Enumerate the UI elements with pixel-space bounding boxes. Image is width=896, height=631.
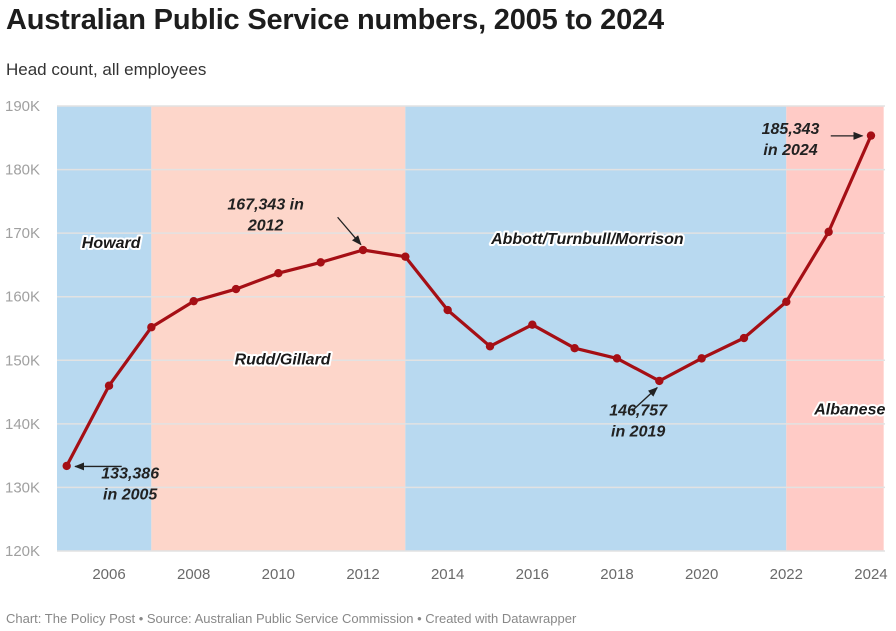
data-point [401,252,410,261]
data-point [485,342,495,351]
y-tick-label: 190K [5,98,40,115]
x-tick-label: 2006 [92,566,125,583]
data-point [358,245,368,255]
chart-footer: Chart: The Policy Post • Source: Austral… [6,611,577,626]
y-tick-label: 130K [5,479,40,496]
annotation-label: 133,386 [101,466,159,483]
annotation-label: 185,343 [762,121,820,138]
x-tick-label: 2024 [854,566,887,583]
series-group [62,131,876,471]
data-point [189,296,198,306]
y-axis: 120K 130K 140K 150K 160K 170K 180K 190K [5,98,40,560]
x-tick-label: 2012 [346,566,379,583]
band-albanese [786,106,884,551]
data-point [655,376,664,386]
y-tick-label: 140K [5,416,40,433]
data-point [147,323,156,332]
band-label: Abbott/Turnbull/Morrison [490,231,684,248]
data-point [697,354,706,363]
x-tick-label: 2018 [600,566,633,583]
x-tick-label: 2008 [177,566,210,583]
x-tick-label: 2016 [516,566,549,583]
band-howard [57,106,152,551]
data-point [274,268,283,278]
data-point [782,297,791,306]
chart-subtitle: Head count, all employees [6,60,207,79]
annotation-label: 167,343 in [227,197,304,214]
annotations: 133,386 in 2005 167,343 in 2012 146,757 in 20… [74,121,864,504]
data-point [528,320,537,329]
y-tick-label: 170K [5,225,40,242]
annotation-label: 146,757 [609,403,668,420]
data-point [824,227,833,237]
y-tick-label: 150K [5,352,40,369]
chart-title: Australian Public Service numbers, 2005 … [6,4,664,36]
data-point [443,305,452,315]
band-rudd-gillard [151,106,406,551]
y-tick-label: 180K [5,162,40,179]
annotation-label: in 2024 [763,142,817,159]
data-point [62,461,71,471]
data-point [866,131,876,140]
band-label: Howard [82,235,142,252]
x-tick-label: 2022 [770,566,803,583]
data-point [316,258,325,267]
y-tick-label: 160K [5,289,40,306]
band-label: Albanese [813,401,885,418]
annotation-label: in 2005 [103,487,158,504]
data-point [612,354,622,363]
series-line [65,134,873,468]
data-point [104,381,114,390]
x-tick-label: 2010 [262,566,295,583]
annotation-label: 2012 [247,218,284,235]
data-point [231,284,241,294]
x-axis: 2006 2008 2010 2012 2014 2016 2018 2020 2022 2024 [92,566,887,583]
x-tick-label: 2020 [685,566,718,583]
y-tick-label: 120K [5,543,40,560]
band-label: Rudd/Gillard [235,352,332,369]
annotation-arrow [631,386,658,412]
band-labels: Howard Rudd/Gillard Abbott/Turnbull/Morris… [80,229,888,420]
data-point [739,333,749,343]
gridlines [57,105,885,552]
annotation-arrow [337,216,362,246]
x-tick-label: 2014 [431,566,464,583]
annotation-label: in 2019 [611,424,665,441]
band-abbott-turnbull-morrison [405,106,787,551]
data-point [570,344,579,353]
